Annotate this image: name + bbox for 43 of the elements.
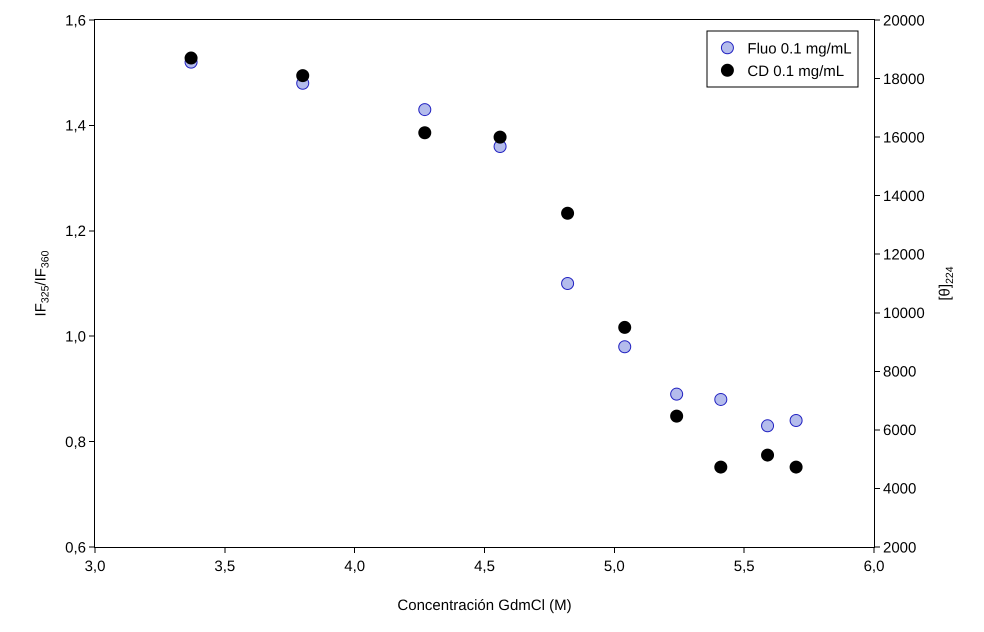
y2-tick-label: 14000 [883,188,925,205]
y-tick-label: 1,2 [65,223,86,240]
y2-tick-label: 12000 [883,246,925,264]
x-tick-label: 6,0 [864,558,884,575]
legend-label: Fluo 0.1 mg/mL [747,40,852,58]
point [296,69,310,82]
y-tick-label: 1,4 [65,118,86,135]
point [714,392,728,406]
point [494,130,507,144]
point [561,206,574,220]
x-tick-label: 5,0 [604,558,625,575]
y-tick-label: 0,6 [65,539,86,556]
point [618,340,632,354]
y2-tick-label: 18000 [883,70,925,88]
y-tick-label: 0,8 [65,434,86,451]
y2-tick-label: 20000 [883,12,925,30]
y2-tick-label: 6000 [883,422,916,440]
point [761,448,774,462]
point [618,320,632,334]
point [714,460,728,474]
point [790,460,803,474]
point [561,277,574,290]
x-tick-label: 3,0 [84,558,106,575]
point [670,388,684,401]
y2-tick-label: 8000 [883,364,916,381]
y2-tick-label: 2000 [883,539,916,556]
point [761,419,774,432]
legend-label: CD 0.1 mg/mL [747,63,844,80]
x-tick-label: 3,5 [214,558,236,575]
x-tick-label: 5,5 [734,558,755,575]
y-tick-label: 1,0 [65,328,86,346]
point [418,126,432,140]
y-tick-label: 1,6 [65,12,86,30]
point [790,414,803,428]
y2-tick-label: 4000 [883,480,916,498]
point [184,52,198,65]
x-axis-title: Concentración GdmCl (M) [397,597,572,614]
point [418,103,432,116]
x-tick-label: 4,5 [474,558,495,575]
y2-tick-label: 16000 [883,129,925,146]
point [670,410,684,423]
y2-tick-label: 10000 [883,305,925,322]
x-tick-label: 4,0 [344,558,366,575]
